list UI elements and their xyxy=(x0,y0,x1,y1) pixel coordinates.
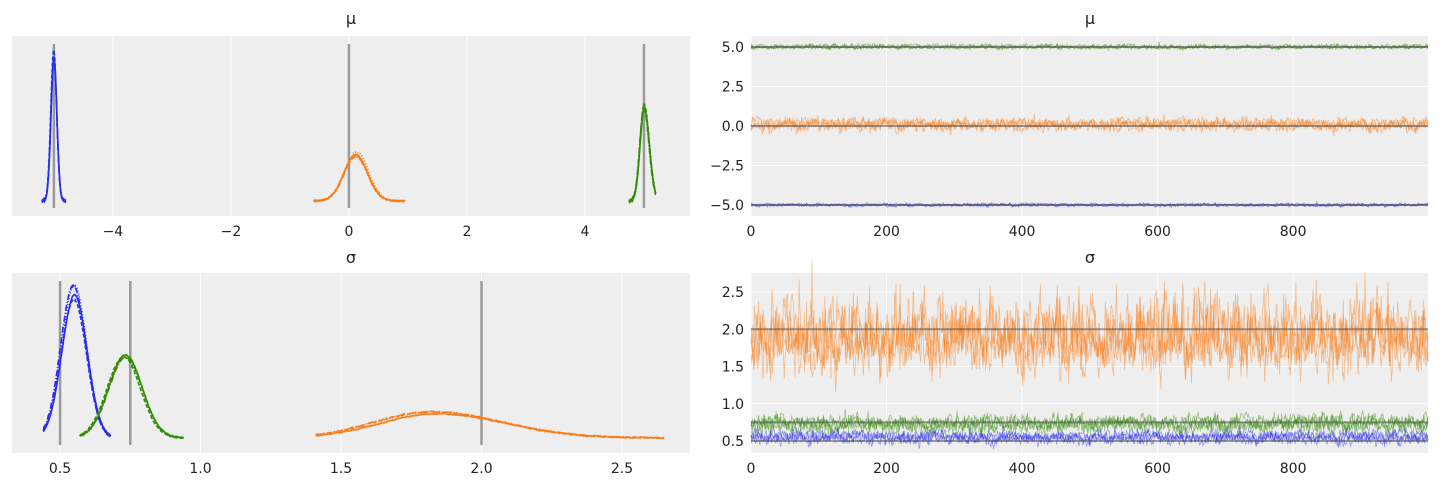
x-tick-label: 600 xyxy=(1144,461,1171,477)
y-tick-label: 2.0 xyxy=(722,322,744,338)
y-tick-label: −2.5 xyxy=(710,158,744,174)
mu-trace-title: μ xyxy=(1085,9,1095,28)
x-tick-label: 800 xyxy=(1280,224,1307,240)
trace-line xyxy=(750,410,1429,436)
density-curve xyxy=(41,55,67,204)
y-tick-label: 5.0 xyxy=(722,40,744,56)
x-tick-label: 1.5 xyxy=(330,461,352,477)
density-curve xyxy=(42,293,112,437)
x-tick-label: 200 xyxy=(873,461,900,477)
y-tick-label: 2.5 xyxy=(722,80,744,96)
density-curve xyxy=(628,104,657,204)
x-tick-label: 4 xyxy=(581,224,590,240)
y-tick-label: −5.0 xyxy=(710,198,744,214)
x-tick-label: −4 xyxy=(103,224,124,240)
mu-trace-panel: 0 200 400 600 800 5.0 2.5 0.0 −2.5 −5.0 μ xyxy=(710,9,1429,240)
y-tick-label: 1.5 xyxy=(722,360,744,376)
x-tick-label: 400 xyxy=(1009,461,1036,477)
x-tick-label: −2 xyxy=(221,224,242,240)
x-tick-label: 0 xyxy=(747,224,756,240)
mu-density-title: μ xyxy=(346,9,356,28)
sigma-density-title: σ xyxy=(346,248,356,267)
y-tick-label: 0.0 xyxy=(722,119,744,135)
sigma-trace-title: σ xyxy=(1085,248,1095,267)
x-tick-label: 1.0 xyxy=(189,461,211,477)
density-curve xyxy=(42,283,111,437)
trace-line xyxy=(750,113,1429,134)
x-tick-label: 2 xyxy=(462,224,471,240)
trace-line xyxy=(750,113,1429,137)
sigma-trace-panel: 0 200 400 600 800 2.5 2.0 1.5 1.0 0.5 σ xyxy=(722,248,1429,477)
plot-area xyxy=(12,273,690,453)
density-curve xyxy=(313,150,406,203)
trace-line xyxy=(750,279,1429,384)
density-curve xyxy=(313,154,406,203)
trace-line xyxy=(750,426,1429,450)
x-tick-label: 800 xyxy=(1280,461,1307,477)
trace-line xyxy=(750,260,1429,393)
plot-area xyxy=(12,36,690,216)
density-curve xyxy=(79,355,185,440)
x-tick-label: 0 xyxy=(344,224,353,240)
x-tick-label: 200 xyxy=(873,224,900,240)
density-curve xyxy=(315,410,665,440)
x-tick-label: 2.0 xyxy=(470,461,492,477)
trace-line xyxy=(750,114,1429,136)
mu-density-panel: −4 −2 0 2 4 μ xyxy=(12,9,690,240)
x-tick-label: 600 xyxy=(1144,224,1171,240)
sigma-density-panel: 0.5 1.0 1.5 2.0 2.5 σ xyxy=(12,248,690,477)
y-tick-label: 2.5 xyxy=(722,285,744,301)
x-tick-label: 0.5 xyxy=(49,461,71,477)
y-tick-label: 1.0 xyxy=(722,397,744,413)
y-tick-label: 0.5 xyxy=(722,434,744,450)
x-tick-label: 400 xyxy=(1009,224,1036,240)
density-curve xyxy=(628,107,657,205)
x-tick-label: 2.5 xyxy=(611,461,633,477)
density-curve xyxy=(79,356,185,439)
density-curve xyxy=(42,283,112,438)
x-tick-label: 0 xyxy=(747,461,756,477)
trace-line xyxy=(750,426,1429,448)
